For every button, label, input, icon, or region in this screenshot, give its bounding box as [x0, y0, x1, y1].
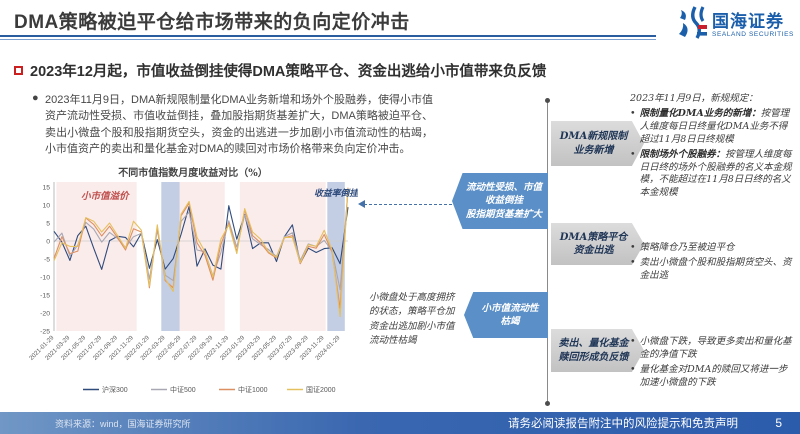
- rules-heading: 2023年11月9日，新规规定：: [630, 93, 758, 104]
- rules-detail-section: 2023年11月9日，新规规定： • 限制量化DMA业务的新增：按管理人维度每日…: [630, 93, 794, 200]
- svg-text:-10: -10: [40, 274, 50, 281]
- feedback-detail-section: • 小微盘下跌，导致更多卖出和量化基金的净值下跌 • 量化基金对DMA的赎回又将…: [630, 334, 794, 390]
- bullet-icon: •: [630, 256, 636, 268]
- flow-box-liquidity-drain: 小市值流动性 枯竭: [464, 292, 548, 338]
- flow-box-line: 小市值流动性: [481, 302, 539, 314]
- flow-box-line: 赎回形成负反馈: [558, 351, 629, 363]
- logo-name-cn: 国海证券: [712, 11, 785, 31]
- bullet-text: 量化基金对DMA的赎回又将进一步加速小微盘的下跌: [639, 363, 788, 388]
- svg-text:小市值溢价: 小市值溢价: [81, 190, 130, 202]
- flow-box-line: 收益倒挂: [484, 195, 523, 207]
- footer-bar: 资料来源：wind，国海证券研究所 请务必阅读报告附注中的风险提示和免责声明 5: [0, 412, 800, 434]
- timeline-bottom-dot-icon: [545, 401, 550, 406]
- flow-box-line: 枯竭: [500, 316, 520, 327]
- company-logo: 国海证券 SEALAND SECURITIES: [674, 6, 794, 45]
- flow-box-line: 股指期货基差扩大: [465, 208, 542, 220]
- bullet-text: 按管理人维度每日日终的场外个股融券的名义本金规模，不能超过在11月8日日终的名义…: [639, 148, 792, 199]
- bullet-icon: •: [630, 242, 636, 253]
- svg-text:国证2000: 国证2000: [306, 386, 336, 394]
- svg-text:收益率倒挂: 收益率倒挂: [314, 188, 358, 199]
- dashed-connector-line: [364, 204, 452, 205]
- bullet-icon: •: [630, 363, 636, 375]
- svg-text:中证1000: 中证1000: [238, 385, 268, 394]
- list-item: • 策略降仓乃至被迫平仓: [630, 242, 794, 255]
- svg-text:-15: -15: [40, 292, 50, 299]
- bullet-text: 小微盘下跌，导致更多卖出和量化基金的净值下跌: [639, 336, 792, 360]
- source-note: 资料来源：wind，国海证券研究所: [55, 418, 191, 429]
- list-item: • 量化基金对DMA的赎回又将进一步加速小微盘的下跌: [630, 364, 794, 390]
- chart-plot-area: 15 10 5 0 -5 -10 -15 -20 -25 2021-01-29 2021-03-29…: [28, 179, 359, 402]
- returns-chart-svg: 151050-5-10-15-20-252021-01-292021-03-29…: [28, 182, 359, 394]
- svg-text:10: 10: [42, 202, 50, 209]
- flow-box-line: DMA新规限制: [559, 131, 628, 142]
- flow-box-line: 资金出逃: [573, 245, 614, 256]
- flow-box-line: 卖出、量化基金: [558, 338, 629, 349]
- connector-arrowhead-icon: [358, 200, 365, 208]
- bullet-text: 按管理人维度每日日终量化DMA业务不得超过11月8日日终规模: [639, 107, 790, 145]
- list-item: • 限制场外个股融券：按管理人维度每日日终的场外个股融券的名义本金规模，不能超过…: [630, 149, 794, 201]
- flow-box-liquidation: DMA策略平仓 资金出逃: [551, 223, 644, 265]
- svg-text:15: 15: [42, 184, 50, 191]
- chart-title: 不同市值指数月度收益对比（%）: [118, 168, 268, 179]
- liquidation-detail-section: • 策略降仓乃至被迫平仓 • 卖出小微盘个股和股指期货空头、资金出逃: [630, 240, 794, 283]
- bullet-lead: 限制量化DMA业务的新增：: [639, 107, 761, 119]
- svg-text:-25: -25: [40, 328, 50, 335]
- flow-timeline-line: [547, 102, 548, 403]
- svg-text:沪深300: 沪深300: [102, 385, 128, 394]
- crowding-note: 小微盘处于高度拥挤的状态，策略平仓加资金出逃加剧小市值流动性枯竭: [369, 292, 455, 346]
- svg-text:-20: -20: [40, 310, 50, 317]
- svg-text:5: 5: [46, 220, 50, 227]
- red-square-bullet-icon: [14, 66, 23, 75]
- flow-box-line: DMA策略平仓: [559, 231, 628, 243]
- flow-box-new-rules: DMA新规限制 业务新增: [551, 121, 644, 166]
- list-item: • 卖出小微盘个股和股指期货空头、资金出逃: [630, 257, 794, 283]
- timeline-top-dot-icon: [545, 98, 550, 103]
- section-heading: 2023年12月起，市值收益倒挂使得DMA策略平仓、资金出逃给小市值带来负反馈: [30, 64, 547, 80]
- body-paragraph: 2023年11月9日，DMA新规限制量化DMA业务新增和场外个股融券，使得小市值…: [45, 94, 433, 155]
- flow-box-liquidity-damage: 流动性受损、市值 收益倒挂 股指期货基差扩大: [452, 173, 548, 229]
- title-divider: [0, 35, 656, 40]
- sealand-logo-icon: [674, 6, 708, 45]
- bullet-text: 策略降仓乃至被迫平仓: [639, 242, 735, 253]
- list-item: • 限制量化DMA业务的新增：按管理人维度每日日终量化DMA业务不得超过11月8…: [630, 108, 794, 147]
- bullet-text: 卖出小微盘个股和股指期货空头、资金出逃: [639, 256, 792, 281]
- svg-text:0: 0: [46, 238, 50, 245]
- flow-box-line: 流动性受损、市值: [465, 182, 542, 194]
- flow-box-negative-feedback: 卖出、量化基金 赎回形成负反馈: [551, 329, 644, 372]
- page-number: 5: [775, 416, 782, 430]
- list-item: • 小微盘下跌，导致更多卖出和量化基金的净值下跌: [630, 336, 794, 362]
- bullet-lead: 限制场外个股融券：: [639, 148, 726, 160]
- bullet-icon: •: [630, 148, 636, 160]
- bullet-icon: •: [630, 107, 636, 119]
- disclaimer-text: 请务必阅读报告附注中的风险提示和免责声明: [508, 418, 738, 430]
- page-title: DMA策略被迫平仓给市场带来的负向定价冲击: [14, 12, 410, 33]
- logo-name-en: SEALAND SECURITIES: [712, 30, 794, 38]
- svg-text:-5: -5: [44, 256, 50, 263]
- flow-box-line: 业务新增: [573, 144, 614, 156]
- svg-text:中证500: 中证500: [170, 385, 196, 394]
- section-heading-row: 2023年12月起，市值收益倒挂使得DMA策略平仓、资金出逃给小市值带来负反馈: [14, 60, 546, 81]
- bullet-icon: •: [630, 336, 636, 347]
- returns-chart: 不同市值指数月度收益对比（%） 15 10 5 0 -5 -10 -15 -20 -25 2021…: [28, 164, 359, 396]
- body-bullet-icon: ●: [32, 92, 39, 104]
